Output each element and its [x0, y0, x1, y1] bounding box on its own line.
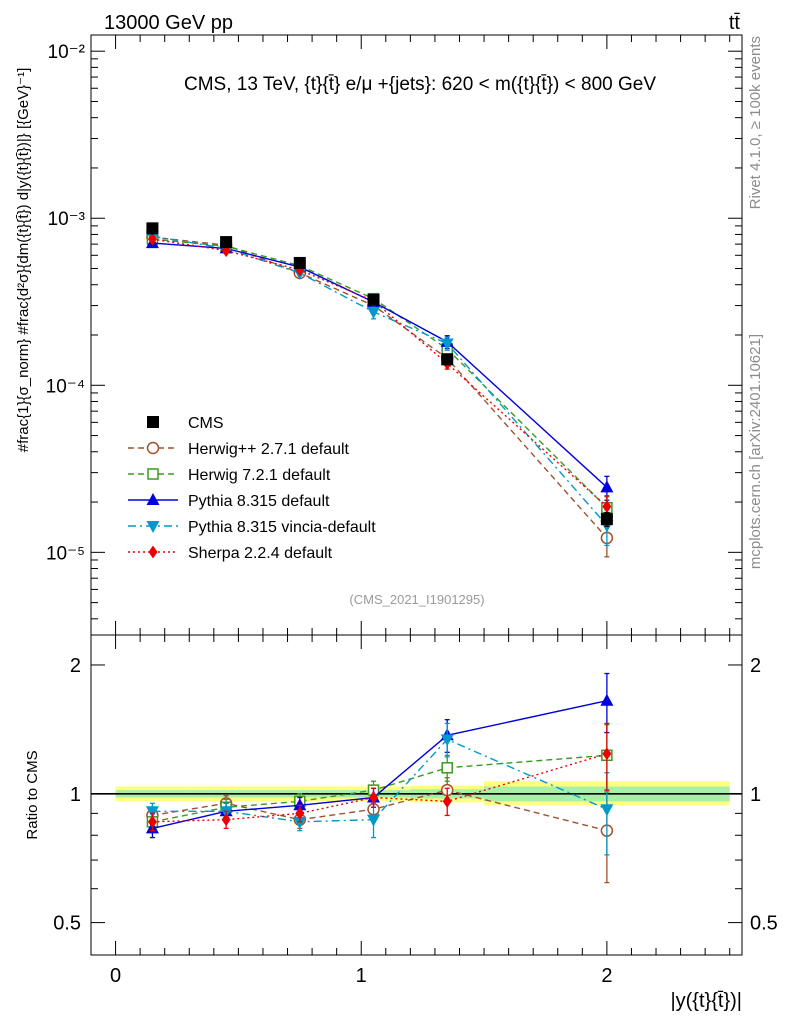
ratio-y-tick-label: 2 — [70, 655, 81, 677]
legend-cms-marker — [147, 416, 159, 428]
main-title: CMS, 13 TeV, {t}{t̄} e/μ +{jets}: 620 < … — [184, 74, 656, 95]
legend-herwig-7-2-1-default-label: Herwig 7.2.1 default — [188, 467, 331, 484]
main-y-tick-label: 10⁻⁵ — [46, 543, 85, 564]
main-y-tick-label: 10⁻³ — [48, 209, 86, 230]
ratio-ticks: 0.5 0.5 1 1 2 2 0 1 2 — [53, 635, 778, 987]
legend-sherpa-2-2-4-default-marker — [148, 545, 158, 559]
analysis-tag: (CMS_2021_I1901295) — [349, 592, 484, 607]
main-y-tick-label: 10⁻² — [48, 42, 86, 63]
ratio-pythia-8-315-vincia-default-point — [367, 814, 381, 827]
legend: CMS Herwig++ 2.7.1 default Herwig 7.2.1 de… — [128, 415, 376, 562]
ratio-y-tick-label: 1 — [70, 784, 81, 806]
ratio-pythia-8-315-vincia-default-point — [440, 734, 454, 747]
main-data-layer — [145, 222, 614, 558]
ratio-herwig-2-7-1-default-line — [152, 789, 608, 832]
main-sherpa-2-2-4-default-point — [147, 232, 157, 246]
main-cms-point — [146, 222, 159, 235]
main-herwig-2-7-1-default-line — [152, 236, 608, 539]
main-cms-point — [367, 293, 380, 306]
main-panel: 10⁻² 10⁻³ 10⁻⁴ 10⁻⁵ CMS, 13 TeV, {t}{t̄} e/… — [15, 34, 743, 636]
ratio-pythia-8-315-default-point — [293, 798, 307, 811]
main-cms-point — [600, 513, 613, 526]
ratio-pythia-8-315-vincia-default-point — [145, 806, 159, 819]
ratio-panel: 0.5 0.5 1 1 2 2 0 1 2 Ratio to CMS |y({t}{t̄})| — [24, 634, 778, 1012]
ratio-pythia-8-315-default-line — [152, 700, 608, 830]
ratio-data-layer — [91, 672, 742, 884]
ratio-y-tick-label: 0.5 — [53, 913, 81, 935]
x-axis-label: |y({t}{t̄})| — [670, 990, 742, 1012]
main-cms-point — [220, 236, 233, 249]
ratio-pythia-8-315-vincia-default-line — [152, 738, 608, 823]
x-tick-label: 0 — [110, 965, 121, 987]
ratio-sherpa-2-2-4-default-point — [602, 747, 612, 761]
x-tick-label: 1 — [356, 965, 367, 987]
ratio-y-axis-label: Ratio to CMS — [24, 750, 41, 839]
mcplots-label: mcplots.cern.ch [arXiv:2401.10621] — [747, 334, 764, 569]
legend-herwig-7-2-1-default-marker — [147, 468, 159, 480]
main-cms-point — [441, 353, 454, 366]
legend-herwig-2-7-1-default-marker — [146, 441, 160, 455]
main-sherpa-2-2-4-default-point — [602, 500, 612, 514]
main-y-tick-label: 10⁻⁴ — [46, 376, 85, 397]
header-left: 13000 GeV pp — [104, 12, 233, 34]
main-herwig-7-2-1-default-line — [152, 238, 608, 509]
ratio-sherpa-2-2-4-default-line — [152, 753, 608, 823]
legend-pythia-8-315-default-marker — [146, 493, 160, 505]
ratio-sherpa-2-2-4-default-point — [221, 813, 231, 827]
main-pythia-8-315-default-point — [600, 480, 614, 493]
ratio-y-tick-label-right: 2 — [750, 655, 761, 677]
ratio-sherpa-2-2-4-default-point — [369, 791, 379, 805]
ratio-y-tick-label-right: 1 — [750, 784, 761, 806]
ratio-y-tick-label-right: 0.5 — [750, 913, 778, 935]
ratio-sherpa-2-2-4-default-point — [442, 794, 452, 808]
main-pythia-8-315-default-line — [152, 242, 608, 488]
legend-pythia-8-315-vincia-default-label: Pythia 8.315 vincia-default — [188, 519, 376, 536]
ratio-frame — [90, 634, 743, 956]
main-cms-point — [293, 256, 306, 269]
ratio-sherpa-2-2-4-default-point — [295, 806, 305, 820]
ratio-herwig-7-2-1-default-line — [152, 754, 607, 823]
header-right: tt̄ — [729, 12, 741, 34]
legend-pythia-8-315-vincia-default-marker — [146, 521, 160, 533]
main-ticks: 10⁻² 10⁻³ 10⁻⁴ 10⁻⁵ — [46, 35, 742, 635]
ratio-pythia-8-315-default-point — [600, 693, 614, 706]
ratio-pythia-8-315-vincia-default-point — [293, 816, 307, 829]
legend-pythia-8-315-default-label: Pythia 8.315 default — [188, 493, 330, 510]
legend-cms-label: CMS — [188, 415, 224, 432]
main-sherpa-2-2-4-default-line — [152, 238, 608, 508]
main-pythia-8-315-vincia-default-point — [440, 338, 454, 351]
rivet-label: Rivet 4.1.0, ≥ 100k events — [747, 36, 764, 209]
ratio-herwig-7-2-1-default-point — [441, 762, 453, 774]
main-y-axis-label: #frac{1}{σ_norm} #frac{d²σ}{dm({t}{t̄}) … — [15, 68, 32, 452]
x-tick-label: 2 — [601, 965, 612, 987]
ratio-sherpa-2-2-4-default-point — [147, 815, 157, 829]
legend-herwig-2-7-1-default-label: Herwig++ 2.7.1 default — [188, 441, 350, 458]
legend-sherpa-2-2-4-default-label: Sherpa 2.2.4 default — [188, 545, 333, 562]
ratio-pythia-8-315-vincia-default-point — [600, 804, 614, 817]
main-pythia-8-315-vincia-default-point — [367, 306, 381, 319]
